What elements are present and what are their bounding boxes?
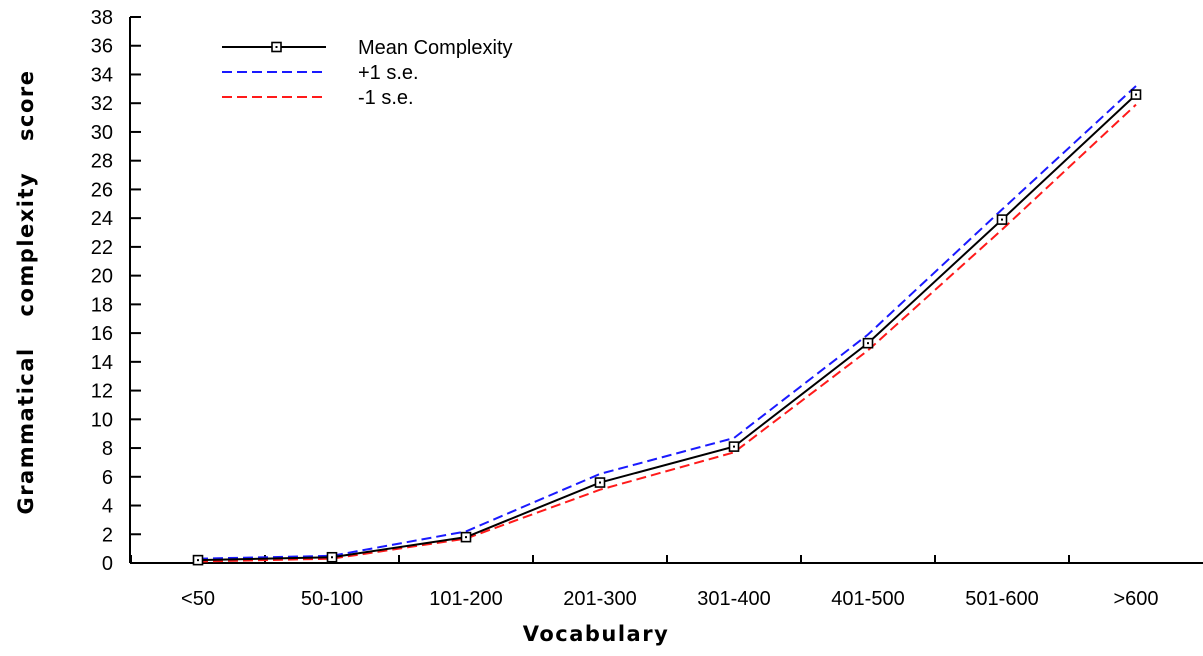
legend-label: Mean Complexity xyxy=(358,37,513,59)
y-tick-label: 12 xyxy=(91,381,113,403)
data-point-center xyxy=(733,445,735,448)
y-tick-label: 0 xyxy=(102,553,113,575)
x-axis-ticks: <50 50-100 101-200 201-300 301-400 401-500 501… xyxy=(130,555,1159,610)
data-point-center xyxy=(599,481,601,484)
y-axis-title: Grammatical complexity score xyxy=(14,69,38,514)
legend: Mean Complexity +1 s.e. -1 s.e. xyxy=(222,37,513,109)
series-mean-complexity xyxy=(192,89,1142,566)
x-tick-label: <50 xyxy=(181,588,215,610)
x-tick-label: 401-500 xyxy=(831,588,904,610)
y-tick-label: 38 xyxy=(91,7,113,29)
x-tick-label: 501-600 xyxy=(965,588,1038,610)
x-tick-label: 201-300 xyxy=(563,588,636,610)
y-tick-label: 34 xyxy=(91,64,113,86)
data-point-center xyxy=(331,556,333,559)
series-1-s-e xyxy=(197,103,1137,563)
y-tick-label: 14 xyxy=(91,352,113,374)
series-line xyxy=(197,93,1137,562)
y-tick-label: 36 xyxy=(91,36,113,58)
axes xyxy=(129,17,1203,564)
x-tick-label: 101-200 xyxy=(429,588,502,610)
data-point-center xyxy=(1135,93,1137,96)
x-axis-title: Vocabulary xyxy=(523,622,670,646)
x-tick-label: >600 xyxy=(1113,588,1158,610)
x-tick-label: 301-400 xyxy=(697,588,770,610)
series-1-s-e xyxy=(197,85,1137,560)
series-layer xyxy=(192,85,1142,566)
y-tick-label: 28 xyxy=(91,151,113,173)
y-tick-label: 4 xyxy=(102,496,113,518)
data-point-center xyxy=(197,559,199,562)
y-tick-label: 20 xyxy=(91,266,113,288)
y-tick-label: 2 xyxy=(102,524,113,546)
y-tick-label: 30 xyxy=(91,122,113,144)
y-tick-label: 8 xyxy=(102,438,113,460)
data-point-center xyxy=(465,536,467,539)
y-tick-label: 18 xyxy=(91,294,113,316)
legend-marker-center xyxy=(275,46,278,48)
y-tick-label: 22 xyxy=(91,237,113,259)
series-line xyxy=(197,85,1137,560)
legend-label: +1 s.e. xyxy=(358,62,419,84)
x-tick-label: 50-100 xyxy=(301,588,363,610)
y-tick-label: 10 xyxy=(91,409,113,431)
y-tick-label: 6 xyxy=(102,467,113,489)
y-tick-label: 24 xyxy=(91,208,113,230)
y-tick-label: 16 xyxy=(91,323,113,345)
legend-label: -1 s.e. xyxy=(358,87,414,109)
legend-item: Mean Complexity xyxy=(222,37,513,59)
y-tick-label: 26 xyxy=(91,179,113,201)
data-point-center xyxy=(867,342,869,345)
legend-item: -1 s.e. xyxy=(222,87,414,109)
y-tick-label: 32 xyxy=(91,93,113,115)
legend-item: +1 s.e. xyxy=(222,62,419,84)
series-line xyxy=(197,103,1137,563)
data-point-center xyxy=(1001,218,1003,221)
